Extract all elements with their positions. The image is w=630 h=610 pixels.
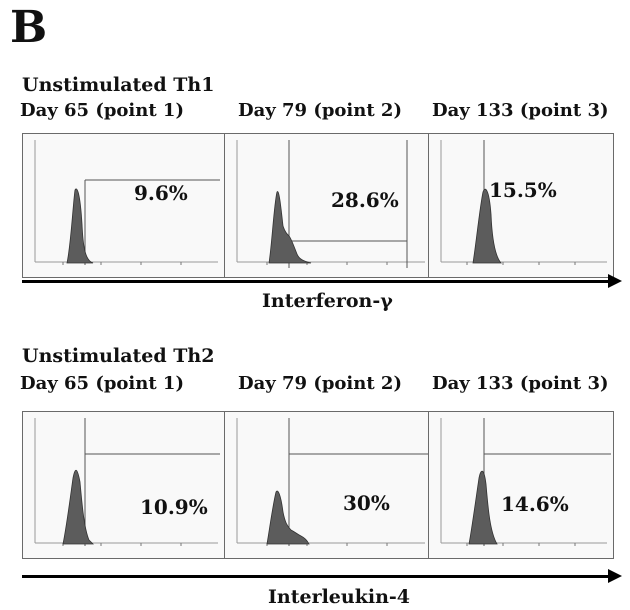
interleukin-4-axis-arrow	[22, 569, 622, 583]
th2-day-label-2: Day 79 (point 2)	[238, 373, 402, 394]
th1-histogram-day133: 15.5%	[428, 133, 614, 278]
th2-gate-percent-day133: 14.6%	[501, 492, 569, 516]
interferon-gamma-axis-arrow	[22, 274, 622, 288]
th1-axis-label: Interferon-γ	[262, 290, 393, 312]
th2-histogram-day65: 10.9%	[22, 411, 225, 559]
th1-day-label-2: Day 79 (point 2)	[238, 100, 402, 121]
th2-histogram-day133: 14.6%	[428, 411, 614, 559]
th1-day-label-3: Day 133 (point 3)	[432, 100, 609, 121]
th2-title: Unstimulated Th2	[22, 345, 215, 367]
th2-histogram-day79: 30%	[224, 411, 431, 559]
th1-day-label-1: Day 65 (point 1)	[20, 100, 184, 121]
th2-day-label-1: Day 65 (point 1)	[20, 373, 184, 394]
th1-histogram-day79: 28.6%	[224, 133, 431, 278]
th1-histogram-day65: 9.6%	[22, 133, 225, 278]
th2-day-label-3: Day 133 (point 3)	[432, 373, 609, 394]
th2-gate-percent-day79: 30%	[343, 491, 390, 515]
th1-gate-percent-day133: 15.5%	[489, 178, 557, 202]
th1-gate-percent-day79: 28.6%	[331, 188, 399, 212]
th2-axis-label: Interleukin-4	[268, 586, 410, 608]
th2-gate-percent-day65: 10.9%	[140, 495, 208, 519]
th1-title: Unstimulated Th1	[22, 74, 215, 96]
panel-letter: B	[10, 2, 48, 53]
th1-gate-percent-day65: 9.6%	[134, 181, 188, 205]
